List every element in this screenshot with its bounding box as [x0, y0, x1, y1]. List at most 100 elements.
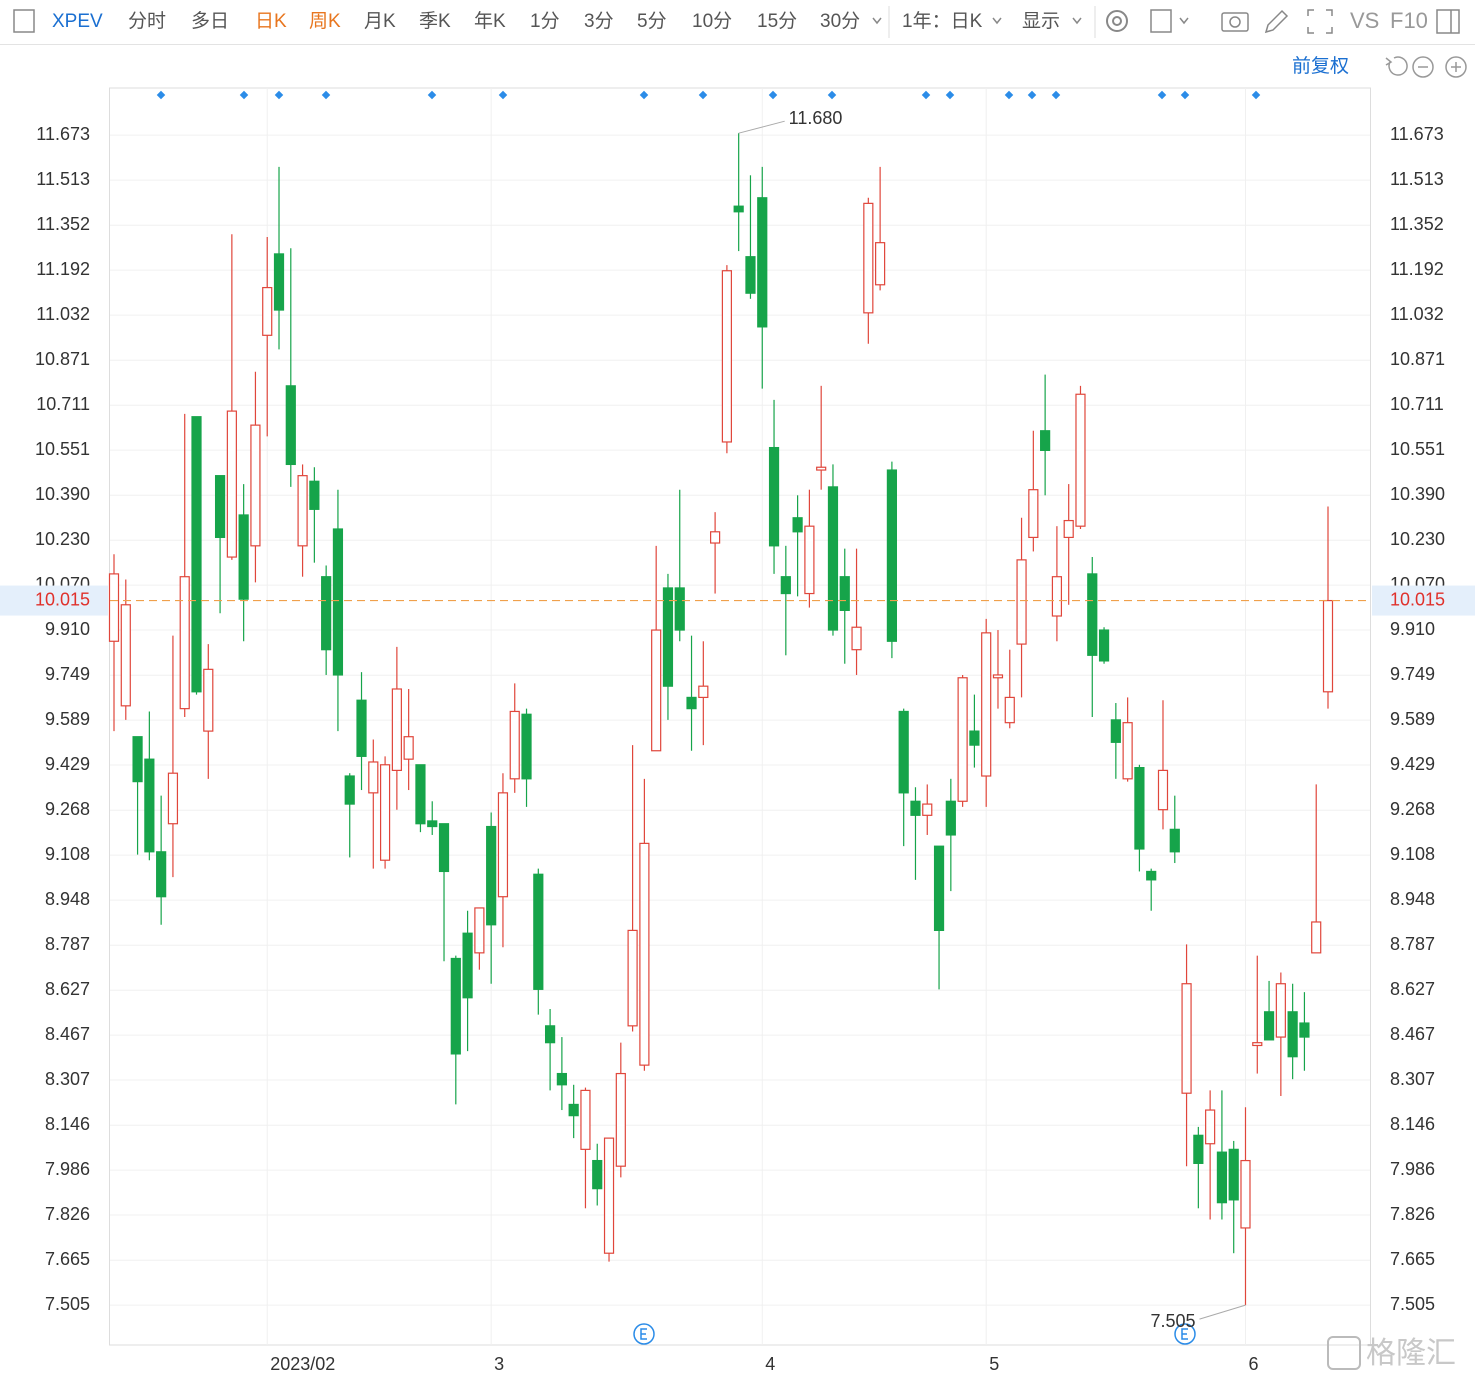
candle-body: [1299, 1022, 1310, 1038]
period-tab[interactable]: 5分: [637, 10, 667, 32]
period-tab[interactable]: 周K: [309, 11, 341, 32]
candle-body: [1169, 828, 1180, 853]
event-marker: [827, 90, 837, 100]
event-marker: [498, 90, 508, 100]
layout-icon[interactable]: [1150, 9, 1172, 33]
candle-body: [1087, 573, 1098, 656]
y-tick-label-right: 8.627: [1390, 979, 1435, 999]
y-tick-label: 7.986: [45, 1159, 90, 1179]
candle-body: [250, 424, 261, 547]
y-tick-label-right: 9.910: [1390, 619, 1435, 639]
y-tick-label: 11.352: [36, 214, 90, 234]
f10-button[interactable]: F10: [1390, 8, 1428, 33]
grid: [110, 88, 1370, 1345]
y-tick-label: 8.307: [45, 1069, 90, 1089]
candle-body: [438, 823, 450, 873]
candle-body: [1157, 769, 1169, 811]
event-marker: [1027, 90, 1037, 100]
candle-body: [285, 385, 296, 466]
adjust-button[interactable]: 前复权: [1292, 55, 1349, 77]
settings-icon[interactable]: [1106, 10, 1128, 32]
candle-body: [592, 1159, 603, 1190]
period-tab[interactable]: 1分: [530, 10, 560, 32]
period-tab[interactable]: 月K: [364, 11, 396, 32]
y-tick-label-right: 9.268: [1390, 799, 1435, 819]
candle-body: [179, 576, 190, 710]
zoom-in-sign: [1451, 62, 1461, 72]
candle-body: [497, 792, 509, 898]
x-tick-label: 6: [1248, 1354, 1258, 1374]
y-tick-label-right: 7.505: [1390, 1294, 1435, 1314]
candle-body: [203, 668, 214, 732]
vs-button[interactable]: VS: [1350, 8, 1379, 33]
price-label-bg: [0, 585, 108, 616]
y-tick-label: 9.910: [45, 619, 90, 639]
x-tick-label: 4: [765, 1354, 775, 1374]
candle-body: [544, 1025, 556, 1044]
candle-body: [674, 587, 685, 631]
event-marker: [639, 90, 649, 100]
zoom-in-icon[interactable]: [1445, 56, 1467, 78]
period-tab[interactable]: 15分: [757, 10, 797, 32]
y-tick-label-right: 10.230: [1390, 529, 1445, 549]
watermark: 格隆汇: [1366, 1337, 1456, 1370]
y-tick-label-right: 8.467: [1390, 1024, 1435, 1044]
candle-body: [356, 699, 367, 757]
candle-body: [745, 256, 756, 294]
reset-icon[interactable]: [1385, 56, 1408, 76]
candle-body: [639, 842, 650, 1066]
candle-body: [238, 514, 249, 600]
candle-body: [603, 1137, 615, 1254]
period-tab[interactable]: 日K: [255, 11, 287, 32]
period-tab[interactable]: 多日: [191, 10, 229, 32]
period-tab[interactable]: 30分: [820, 10, 860, 32]
period-tab[interactable]: 季K: [419, 10, 451, 32]
candle-body: [898, 710, 909, 794]
candle-body: [1228, 1148, 1239, 1201]
candle-body: [945, 800, 956, 836]
candle-body: [191, 416, 202, 693]
y-tick-label: 8.627: [45, 979, 90, 999]
range-select[interactable]: 1年：日K: [902, 10, 983, 32]
camera-icon[interactable]: [1221, 12, 1249, 32]
candle-body: [710, 531, 721, 544]
panel-icon[interactable]: [13, 9, 35, 33]
symbol[interactable]: XPEV: [52, 11, 103, 32]
period-tab[interactable]: 3分: [584, 10, 614, 32]
y-tick-label-right: 11.032: [1390, 304, 1444, 324]
candle-body: [427, 820, 438, 828]
candle-body: [1004, 696, 1015, 724]
candle-body: [933, 845, 945, 931]
candle-body: [698, 685, 709, 699]
fullscreen-icon[interactable]: [1307, 9, 1333, 34]
period-tab[interactable]: 分时: [128, 10, 166, 32]
candle-body: [1110, 719, 1121, 743]
display-select[interactable]: 显示: [1022, 11, 1060, 32]
annotation: 7.505: [1150, 1311, 1195, 1331]
annotation-leader: [738, 120, 785, 134]
candle-body: [662, 587, 674, 687]
sidebar-icon[interactable]: [1436, 9, 1460, 34]
candle-body: [1075, 393, 1086, 527]
candle-body: [332, 528, 344, 676]
y-tick-label-right: 9.108: [1390, 844, 1435, 864]
y-tick-label-right: 7.986: [1390, 1159, 1435, 1179]
y-tick-label: 9.589: [45, 709, 90, 729]
period-tab[interactable]: 10分: [692, 10, 732, 32]
candle-body: [132, 736, 143, 783]
candle-body: [379, 764, 391, 861]
y-tick-label-right: 11.673: [1390, 124, 1444, 144]
zoom-out-icon[interactable]: [1412, 56, 1434, 78]
draw-icon[interactable]: [1264, 9, 1289, 34]
y-tick-label-right: 11.513: [1390, 169, 1444, 189]
event-marker: [1180, 90, 1190, 100]
candle-body: [108, 573, 120, 642]
candle-body: [981, 632, 992, 777]
candle-body: [686, 696, 697, 710]
period-tab[interactable]: 年K: [474, 10, 506, 32]
y-tick-label: 7.826: [45, 1204, 90, 1224]
y-tick-label: 11.513: [36, 169, 90, 189]
candle-body: [391, 688, 402, 771]
